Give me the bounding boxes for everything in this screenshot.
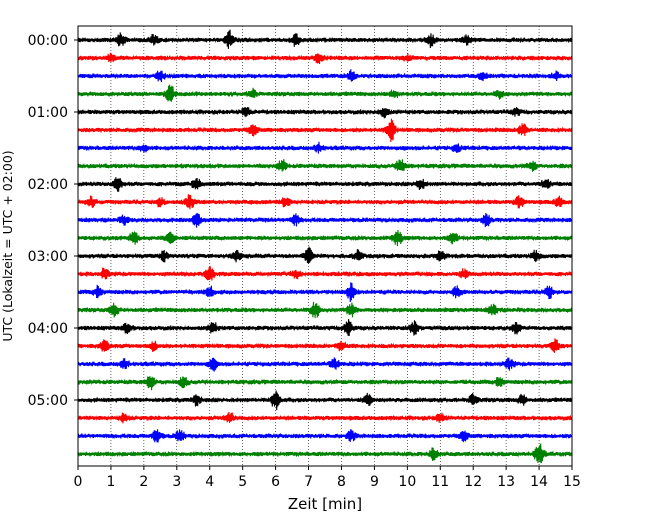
trace-0315 (77, 266, 573, 281)
x-tick-label: 13 (497, 474, 515, 490)
trace-0015 (77, 52, 573, 65)
y-tick-label: 05:00 (28, 393, 68, 409)
trace-0000 (77, 29, 573, 49)
x-tick-label: 3 (172, 474, 181, 490)
y-tick-label: 04:00 (28, 321, 68, 337)
trace-0030 (77, 69, 573, 82)
x-tick-label: 6 (271, 474, 280, 490)
trace-0430 (77, 357, 573, 372)
trace-0400 (77, 319, 573, 337)
x-tick-label: 12 (464, 474, 482, 490)
x-tick-label: 9 (370, 474, 379, 490)
x-tick-label: 8 (337, 474, 346, 490)
trace-0130 (77, 141, 573, 154)
trace-0415 (77, 338, 573, 353)
x-axis-ticks: 0 1 2 3 4 5 6 7 8 9 10 11 12 13 14 15 (74, 466, 581, 490)
x-tick-label: 11 (431, 474, 449, 490)
x-tick-label: 15 (563, 474, 581, 490)
y-tick-label: 02:00 (28, 177, 68, 193)
y-axis-ticks: 00:00 01:00 02:00 03:00 04:00 05:00 (28, 33, 78, 409)
trace-0530 (77, 429, 573, 443)
x-tick-label: 2 (139, 474, 148, 490)
trace-0115 (77, 118, 573, 142)
y-tick-label: 01:00 (28, 105, 68, 121)
trace-0300 (77, 246, 573, 264)
trace-0145 (77, 159, 573, 172)
x-tick-label: 14 (530, 474, 548, 490)
y-tick-label: 03:00 (28, 249, 68, 265)
y-axis-label: UTC (Lokalzeit = UTC + 02:00) (0, 150, 15, 341)
trace-0200 (77, 177, 573, 192)
plot-frame (77, 25, 573, 467)
x-tick-label: 1 (106, 474, 115, 490)
trace-0545 (77, 443, 573, 464)
trace-0345 (77, 301, 573, 319)
trace-0445 (77, 376, 573, 391)
x-tick-label: 7 (304, 474, 313, 490)
trace-0045 (77, 84, 573, 102)
x-tick-label: 0 (74, 474, 83, 490)
x-tick-label: 5 (238, 474, 247, 490)
trace-0330 (77, 282, 573, 302)
trace-0230 (77, 212, 573, 228)
trace-0515 (77, 411, 573, 424)
trace-0500 (77, 390, 573, 411)
y-tick-label: 00:00 (28, 33, 68, 49)
trace-0245 (77, 229, 573, 247)
trace-0215 (77, 194, 573, 210)
x-axis-label: Zeit [min] (288, 495, 362, 513)
x-tick-label: 4 (205, 474, 214, 490)
x-tick-label: 10 (398, 474, 416, 490)
trace-group (77, 29, 573, 464)
trace-0100 (77, 106, 573, 119)
